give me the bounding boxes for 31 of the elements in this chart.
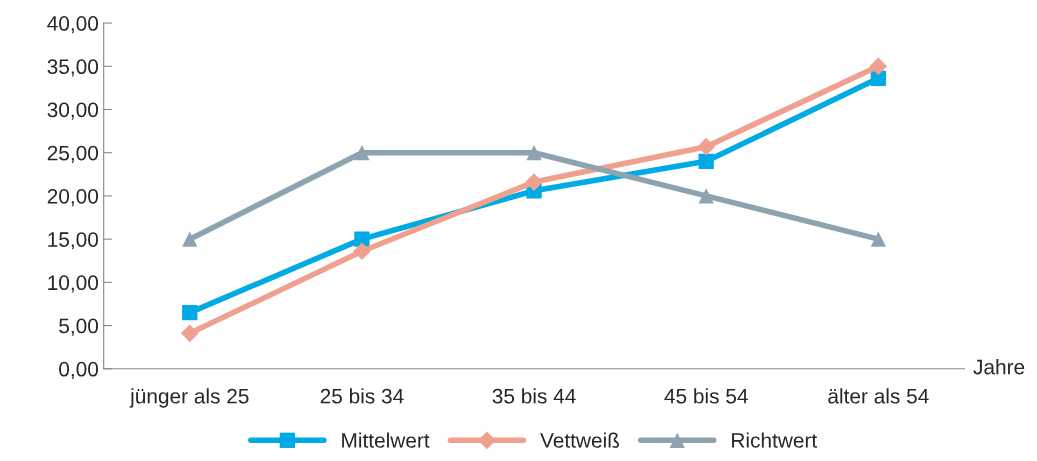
point (354, 145, 370, 161)
x-tick-label: 35 bis 44 (492, 388, 576, 404)
point (182, 231, 198, 247)
y-tick-label: 5,00 (59, 318, 99, 336)
y-tick-label: 20,00 (47, 188, 99, 207)
legend-label: Mittelwert (342, 432, 430, 448)
y-tick-label: 10,00 (48, 275, 99, 293)
y-tick-label: 40,00 (47, 16, 99, 34)
point (869, 57, 888, 76)
legend-label: Richtwert (732, 432, 818, 448)
x-axis-title: Jahre (973, 359, 1025, 375)
point (354, 231, 370, 247)
y-tick-label: 0,00 (59, 361, 99, 380)
x-tick-label: 45 bis 54 (664, 388, 748, 404)
point (180, 324, 199, 343)
y-tick-label: 25,00 (47, 145, 99, 163)
y-tick-label: 30,00 (47, 102, 99, 120)
x-tick-label: älter als 54 (828, 388, 929, 404)
point (525, 173, 543, 191)
y-tick-label: 15,00 (48, 232, 99, 250)
point (526, 145, 542, 161)
point (698, 153, 714, 169)
y-tick-label: 35,00 (47, 59, 99, 77)
point (353, 242, 371, 261)
point (697, 137, 716, 156)
x-tick-label: jünger als 25 (129, 388, 249, 408)
point (182, 304, 198, 321)
legend-label: Vettweiß (540, 432, 620, 448)
point (870, 231, 886, 247)
point (698, 188, 714, 204)
x-tick-label: 25 bis 34 (320, 388, 404, 404)
